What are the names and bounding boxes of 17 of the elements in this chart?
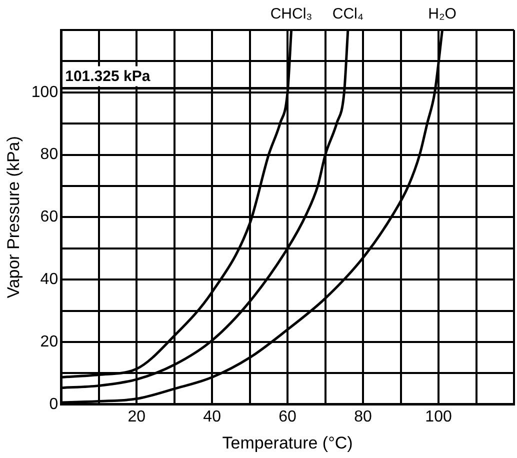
x-tick-label: 40: [203, 408, 222, 426]
y-tick-label: 100: [31, 84, 58, 101]
y-tick-label: 0: [49, 396, 58, 413]
y-tick-label: 40: [40, 271, 58, 288]
ref-line-label: 101.325 kPa: [65, 68, 151, 85]
x-tick-label: 20: [128, 408, 146, 426]
series-label: CCl₄: [332, 6, 364, 23]
x-tick-label: 100: [425, 408, 452, 426]
x-tick-label: 80: [354, 408, 372, 426]
y-tick-label: 80: [40, 146, 58, 164]
series-label: CHCl₃: [270, 6, 312, 23]
x-axis-title: Temperature (°C): [222, 433, 353, 452]
y-axis-title: Vapor Pressure (kPa): [4, 136, 23, 298]
y-tick-label: 60: [40, 208, 58, 226]
y-tick-label: 20: [40, 333, 58, 350]
series-label: H₂O: [428, 6, 456, 23]
x-tick-label: 60: [278, 408, 297, 426]
